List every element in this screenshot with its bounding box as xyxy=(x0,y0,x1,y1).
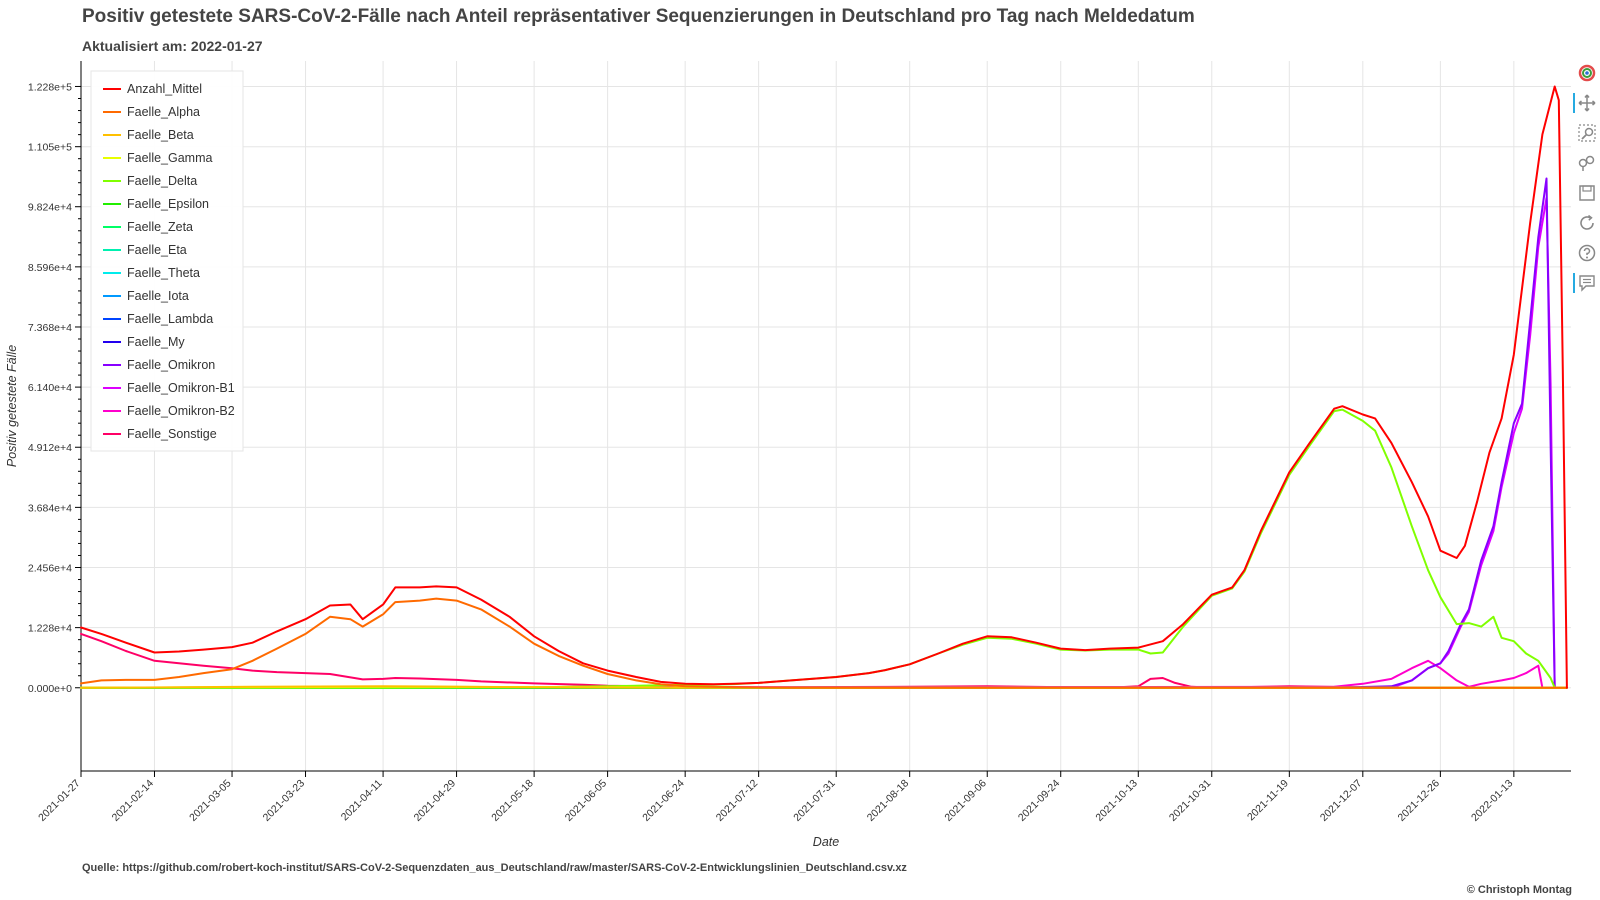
y-axis-label: Positiv getestete Fälle xyxy=(5,345,19,467)
hover-tool[interactable] xyxy=(1573,268,1598,298)
pan-tool[interactable] xyxy=(1573,88,1598,118)
reset-tool[interactable] xyxy=(1576,208,1598,238)
source-note: Quelle: https://github.com/robert-koch-i… xyxy=(82,862,907,874)
y-axis: 0.000e+0 1.228e+4 2.456e+4 3.684e+4 4.912e+4… xyxy=(28,81,81,695)
y-tick-label: 8.596e+4 xyxy=(28,262,72,274)
legend-label: Faelle_Gamma xyxy=(127,151,212,165)
legend-item[interactable]: Faelle_Omikron-B1 xyxy=(103,381,235,395)
legend-item[interactable]: Faelle_Delta xyxy=(103,174,197,188)
y-tick-label: 7.368e+4 xyxy=(28,322,72,334)
legend-label: Faelle_Omikron xyxy=(127,358,215,372)
x-tick-label: 2021-10-31 xyxy=(1167,777,1214,824)
y-tick-label: 0.000e+0 xyxy=(28,683,72,695)
y-tick-label: 1.105e+5 xyxy=(28,142,72,154)
box-zoom-icon xyxy=(1578,124,1596,142)
series-line-anzahl_mittel xyxy=(80,85,1568,689)
chart-toolbar xyxy=(1573,58,1598,298)
legend-label: Faelle_My xyxy=(127,335,185,349)
y-tick-label: 6.140e+4 xyxy=(28,382,72,394)
x-tick-label: 2021-12-07 xyxy=(1318,777,1365,824)
legend-item[interactable]: Faelle_Eta xyxy=(103,243,187,257)
reset-icon xyxy=(1580,214,1594,230)
series-line-faelle_alpha xyxy=(80,597,1568,689)
legend-item[interactable]: Faelle_Epsilon xyxy=(103,197,209,211)
legend-label: Faelle_Lambda xyxy=(127,312,213,326)
legend-label: Faelle_Delta xyxy=(127,174,197,188)
legend-label: Faelle_Alpha xyxy=(127,105,200,119)
legend-item[interactable]: Anzahl_Mittel xyxy=(103,82,202,96)
x-tick-label: 2021-02-14 xyxy=(110,777,157,824)
box-zoom-tool[interactable] xyxy=(1576,118,1598,148)
x-tick-label: 2021-08-18 xyxy=(865,777,912,824)
x-axis-label: Date xyxy=(813,835,839,849)
x-tick-label: 2021-04-11 xyxy=(339,777,385,823)
bokeh-logo-tool[interactable] xyxy=(1576,58,1598,88)
chart-title: Positiv getestete SARS-CoV-2-Fälle nach … xyxy=(82,6,1195,27)
x-tick-label: 2021-09-06 xyxy=(942,777,989,824)
hover-icon xyxy=(1579,275,1595,292)
legend-label: Faelle_Zeta xyxy=(127,220,193,234)
x-tick-label: 2021-07-12 xyxy=(714,777,761,824)
bokeh-logo-icon xyxy=(1578,64,1596,82)
legend: Anzahl_Mittel Faelle_Alpha Faelle_Beta Fael… xyxy=(90,70,244,452)
help-icon xyxy=(1578,244,1596,262)
legend-label: Faelle_Omikron-B2 xyxy=(127,404,235,418)
legend-item[interactable]: Faelle_Omikron xyxy=(103,358,215,372)
y-tick-label: 3.684e+4 xyxy=(28,502,72,514)
legend-item[interactable]: Faelle_Zeta xyxy=(103,220,193,234)
x-tick-label: 2021-04-29 xyxy=(412,777,459,824)
grid-lines xyxy=(80,61,1571,771)
x-tick-label: 2021-10-13 xyxy=(1093,777,1140,824)
save-icon xyxy=(1579,185,1595,201)
y-tick-label: 1.228e+5 xyxy=(28,81,72,93)
x-tick-label: 2021-01-27 xyxy=(36,777,83,824)
wheel-zoom-tool[interactable] xyxy=(1576,148,1598,178)
legend-label: Anzahl_Mittel xyxy=(127,82,202,96)
series-lines xyxy=(80,85,1568,689)
wheel-zoom-icon xyxy=(1578,155,1595,171)
legend-label: Faelle_Beta xyxy=(127,128,194,142)
legend-label: Faelle_Sonstige xyxy=(127,427,217,441)
legend-item[interactable]: Faelle_Gamma xyxy=(103,151,212,165)
legend-item[interactable]: Faelle_Sonstige xyxy=(103,427,217,441)
legend-item[interactable]: Faelle_Lambda xyxy=(103,312,213,326)
legend-item[interactable]: Faelle_Theta xyxy=(103,266,200,280)
save-tool[interactable] xyxy=(1576,178,1598,208)
pan-icon xyxy=(1578,94,1596,112)
legend-item[interactable]: Faelle_Omikron-B2 xyxy=(103,404,235,418)
series-line-faelle_omikron-b2 xyxy=(80,659,1568,689)
legend-item[interactable]: Faelle_Iota xyxy=(103,289,189,303)
series-line-faelle_omikron xyxy=(80,177,1568,689)
copyright-note: © Christoph Montag xyxy=(1466,884,1572,896)
y-tick-label: 1.228e+4 xyxy=(28,623,72,635)
plot-area xyxy=(81,61,1571,771)
x-tick-label: 2021-06-24 xyxy=(640,777,687,824)
x-tick-label: 2021-06-05 xyxy=(563,777,610,824)
x-tick-label: 2021-11-19 xyxy=(1245,777,1291,823)
y-tick-label: 9.824e+4 xyxy=(28,202,72,214)
x-tick-label: 2021-07-31 xyxy=(791,777,838,824)
legend-item[interactable]: Faelle_My xyxy=(103,335,185,349)
chart-subtitle: Aktualisiert am: 2022-01-27 xyxy=(82,38,263,54)
x-tick-label: 2021-03-23 xyxy=(261,777,308,824)
legend-label: Faelle_Eta xyxy=(127,243,187,257)
y-tick-label: 4.912e+4 xyxy=(28,442,72,454)
legend-label: Faelle_Theta xyxy=(127,266,200,280)
x-tick-label: 2021-09-24 xyxy=(1016,777,1063,824)
x-tick-label: 2022-01-13 xyxy=(1469,777,1516,824)
legend-label: Faelle_Iota xyxy=(127,289,189,303)
legend-label: Faelle_Omikron-B1 xyxy=(127,381,235,395)
x-tick-label: 2021-12-26 xyxy=(1395,777,1442,824)
legend-item[interactable]: Faelle_Alpha xyxy=(103,105,200,119)
x-tick-label: 2021-05-18 xyxy=(489,777,536,824)
legend-label: Faelle_Epsilon xyxy=(127,197,209,211)
series-line-faelle_beta xyxy=(80,685,1568,689)
help-tool[interactable] xyxy=(1576,238,1598,268)
legend-item[interactable]: Faelle_Beta xyxy=(103,128,194,142)
x-tick-label: 2021-03-05 xyxy=(187,777,234,824)
x-axis: 2021-01-27 2021-02-14 2021-03-05 2021-03-23… xyxy=(36,771,1516,824)
series-line-faelle_sonstige xyxy=(80,632,1568,689)
y-tick-label: 2.456e+4 xyxy=(28,562,72,574)
